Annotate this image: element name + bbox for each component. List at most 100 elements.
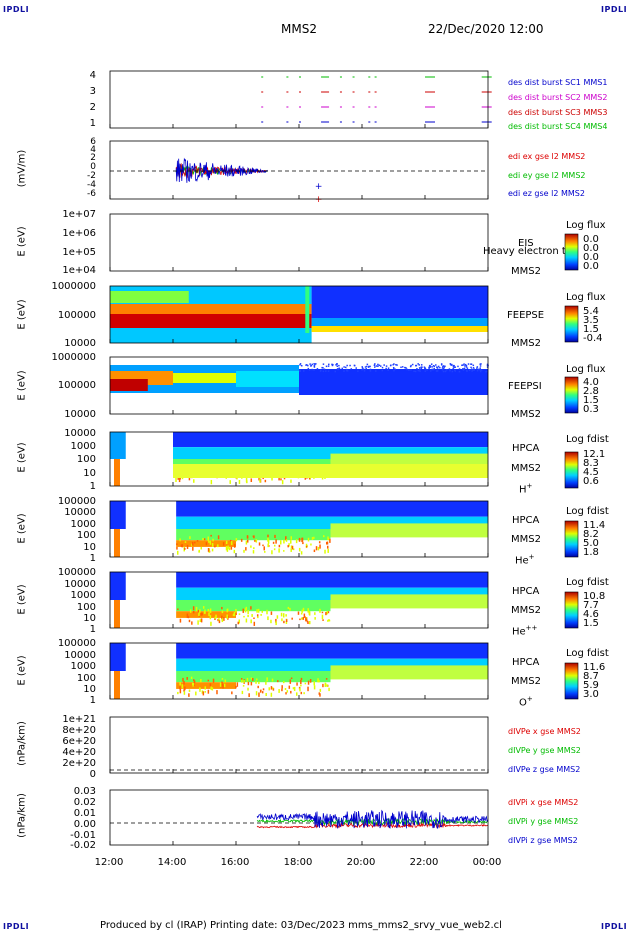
noise-dot [440, 364, 443, 366]
noise-dot [318, 541, 321, 544]
noise-dot [418, 369, 421, 372]
noise-dot [192, 606, 195, 611]
noise-dot [193, 679, 195, 682]
noise-dot [479, 370, 482, 373]
noise-dot [316, 368, 319, 370]
noise-dot [464, 363, 467, 366]
noise-dot [241, 678, 243, 683]
noise-dot [441, 367, 444, 369]
noise-dot [181, 684, 184, 689]
noise-dot [262, 688, 265, 691]
noise-dot [311, 368, 313, 371]
y-tick: 3 [89, 86, 96, 97]
noise-dot [266, 609, 268, 615]
noise-dot [326, 684, 328, 687]
noise-dot [288, 685, 291, 689]
y-tick: 1e+07 [62, 209, 96, 220]
noise-dot [217, 544, 219, 548]
noise-dot [466, 367, 469, 369]
noise-dot [449, 369, 451, 372]
noise-dot [285, 692, 287, 695]
noise-dot [381, 366, 384, 369]
legend-entry: dIVPe x gse MMS2 [508, 727, 581, 736]
noise-dot [453, 369, 456, 372]
noise-dot [315, 546, 318, 551]
noise-dot [315, 363, 317, 365]
noise-dot [303, 613, 306, 618]
colorbar [564, 451, 579, 489]
noise-dot [353, 364, 356, 367]
noise-dot [299, 364, 301, 366]
noise-dot [329, 538, 331, 543]
noise-dot [235, 538, 238, 542]
spectrogram-cell [236, 371, 299, 387]
noise-dot [216, 690, 218, 695]
noise-dot [479, 363, 481, 365]
y-tick: -4 [87, 180, 96, 190]
noise-dot [392, 366, 395, 369]
noise-dot [381, 369, 384, 372]
spectrogram-cell [176, 600, 331, 612]
noise-dot [307, 364, 309, 367]
noise-dot [245, 618, 248, 623]
header-mission: MMS2 [281, 22, 317, 36]
noise-dot [443, 367, 445, 370]
noise-dot [472, 367, 475, 369]
noise-dot [187, 615, 190, 619]
spectrogram-cell [110, 432, 126, 459]
noise-dot [267, 616, 269, 621]
noise-dot [431, 368, 434, 371]
noise-dot [478, 368, 480, 371]
colorbar-value: 1.5 [583, 324, 599, 335]
noise-dot [326, 541, 329, 545]
noise-dot [275, 539, 277, 544]
corner-label-tl: IPDLI [3, 5, 30, 14]
noise-dot [179, 682, 181, 686]
noise-dot [229, 480, 231, 484]
y-tick: 100 [76, 602, 96, 613]
noise-dot [307, 608, 309, 613]
noise-dot [237, 621, 240, 625]
noise-dot [192, 546, 194, 551]
noise-dot [325, 370, 327, 372]
noise-dot [259, 478, 261, 483]
noise-dot [453, 366, 455, 369]
noise-dot [285, 620, 288, 624]
noise-dot [176, 546, 178, 550]
noise-dot [476, 366, 479, 368]
noise-dot [363, 370, 366, 372]
noise-dot [193, 680, 196, 684]
noise-dot [267, 539, 270, 544]
noise-dot [271, 687, 274, 690]
noise-dot [442, 365, 444, 368]
noise-dot [283, 681, 285, 684]
noise-dot [264, 551, 266, 553]
noise-dot [444, 370, 447, 373]
noise-dot [305, 545, 308, 548]
y-tick: 100 [76, 530, 96, 541]
noise-dot [177, 478, 179, 480]
noise-dot [302, 617, 305, 620]
y-tick: 1000000 [51, 281, 96, 292]
noise-dot [209, 540, 212, 545]
instrument-label: HPCA [512, 515, 540, 526]
noise-dot [364, 366, 367, 368]
noise-dot [204, 691, 207, 693]
noise-dot [275, 621, 277, 626]
colorbar-value: 11.4 [583, 520, 606, 531]
y-tick: 10000 [64, 579, 96, 590]
noise-dot [183, 680, 185, 685]
noise-dot [436, 367, 439, 369]
instrument-label: HPCA [512, 443, 540, 454]
noise-dot [278, 689, 280, 693]
noise-dot [238, 480, 241, 484]
noise-dot [377, 363, 379, 366]
noise-dot [327, 536, 329, 540]
noise-dot [432, 368, 435, 371]
noise-dot [476, 369, 479, 372]
overlay-label: Heavy electron to [483, 246, 572, 257]
noise-dot [385, 367, 387, 370]
noise-dot [238, 613, 241, 615]
noise-dot [221, 606, 223, 610]
noise-dot [424, 370, 427, 372]
